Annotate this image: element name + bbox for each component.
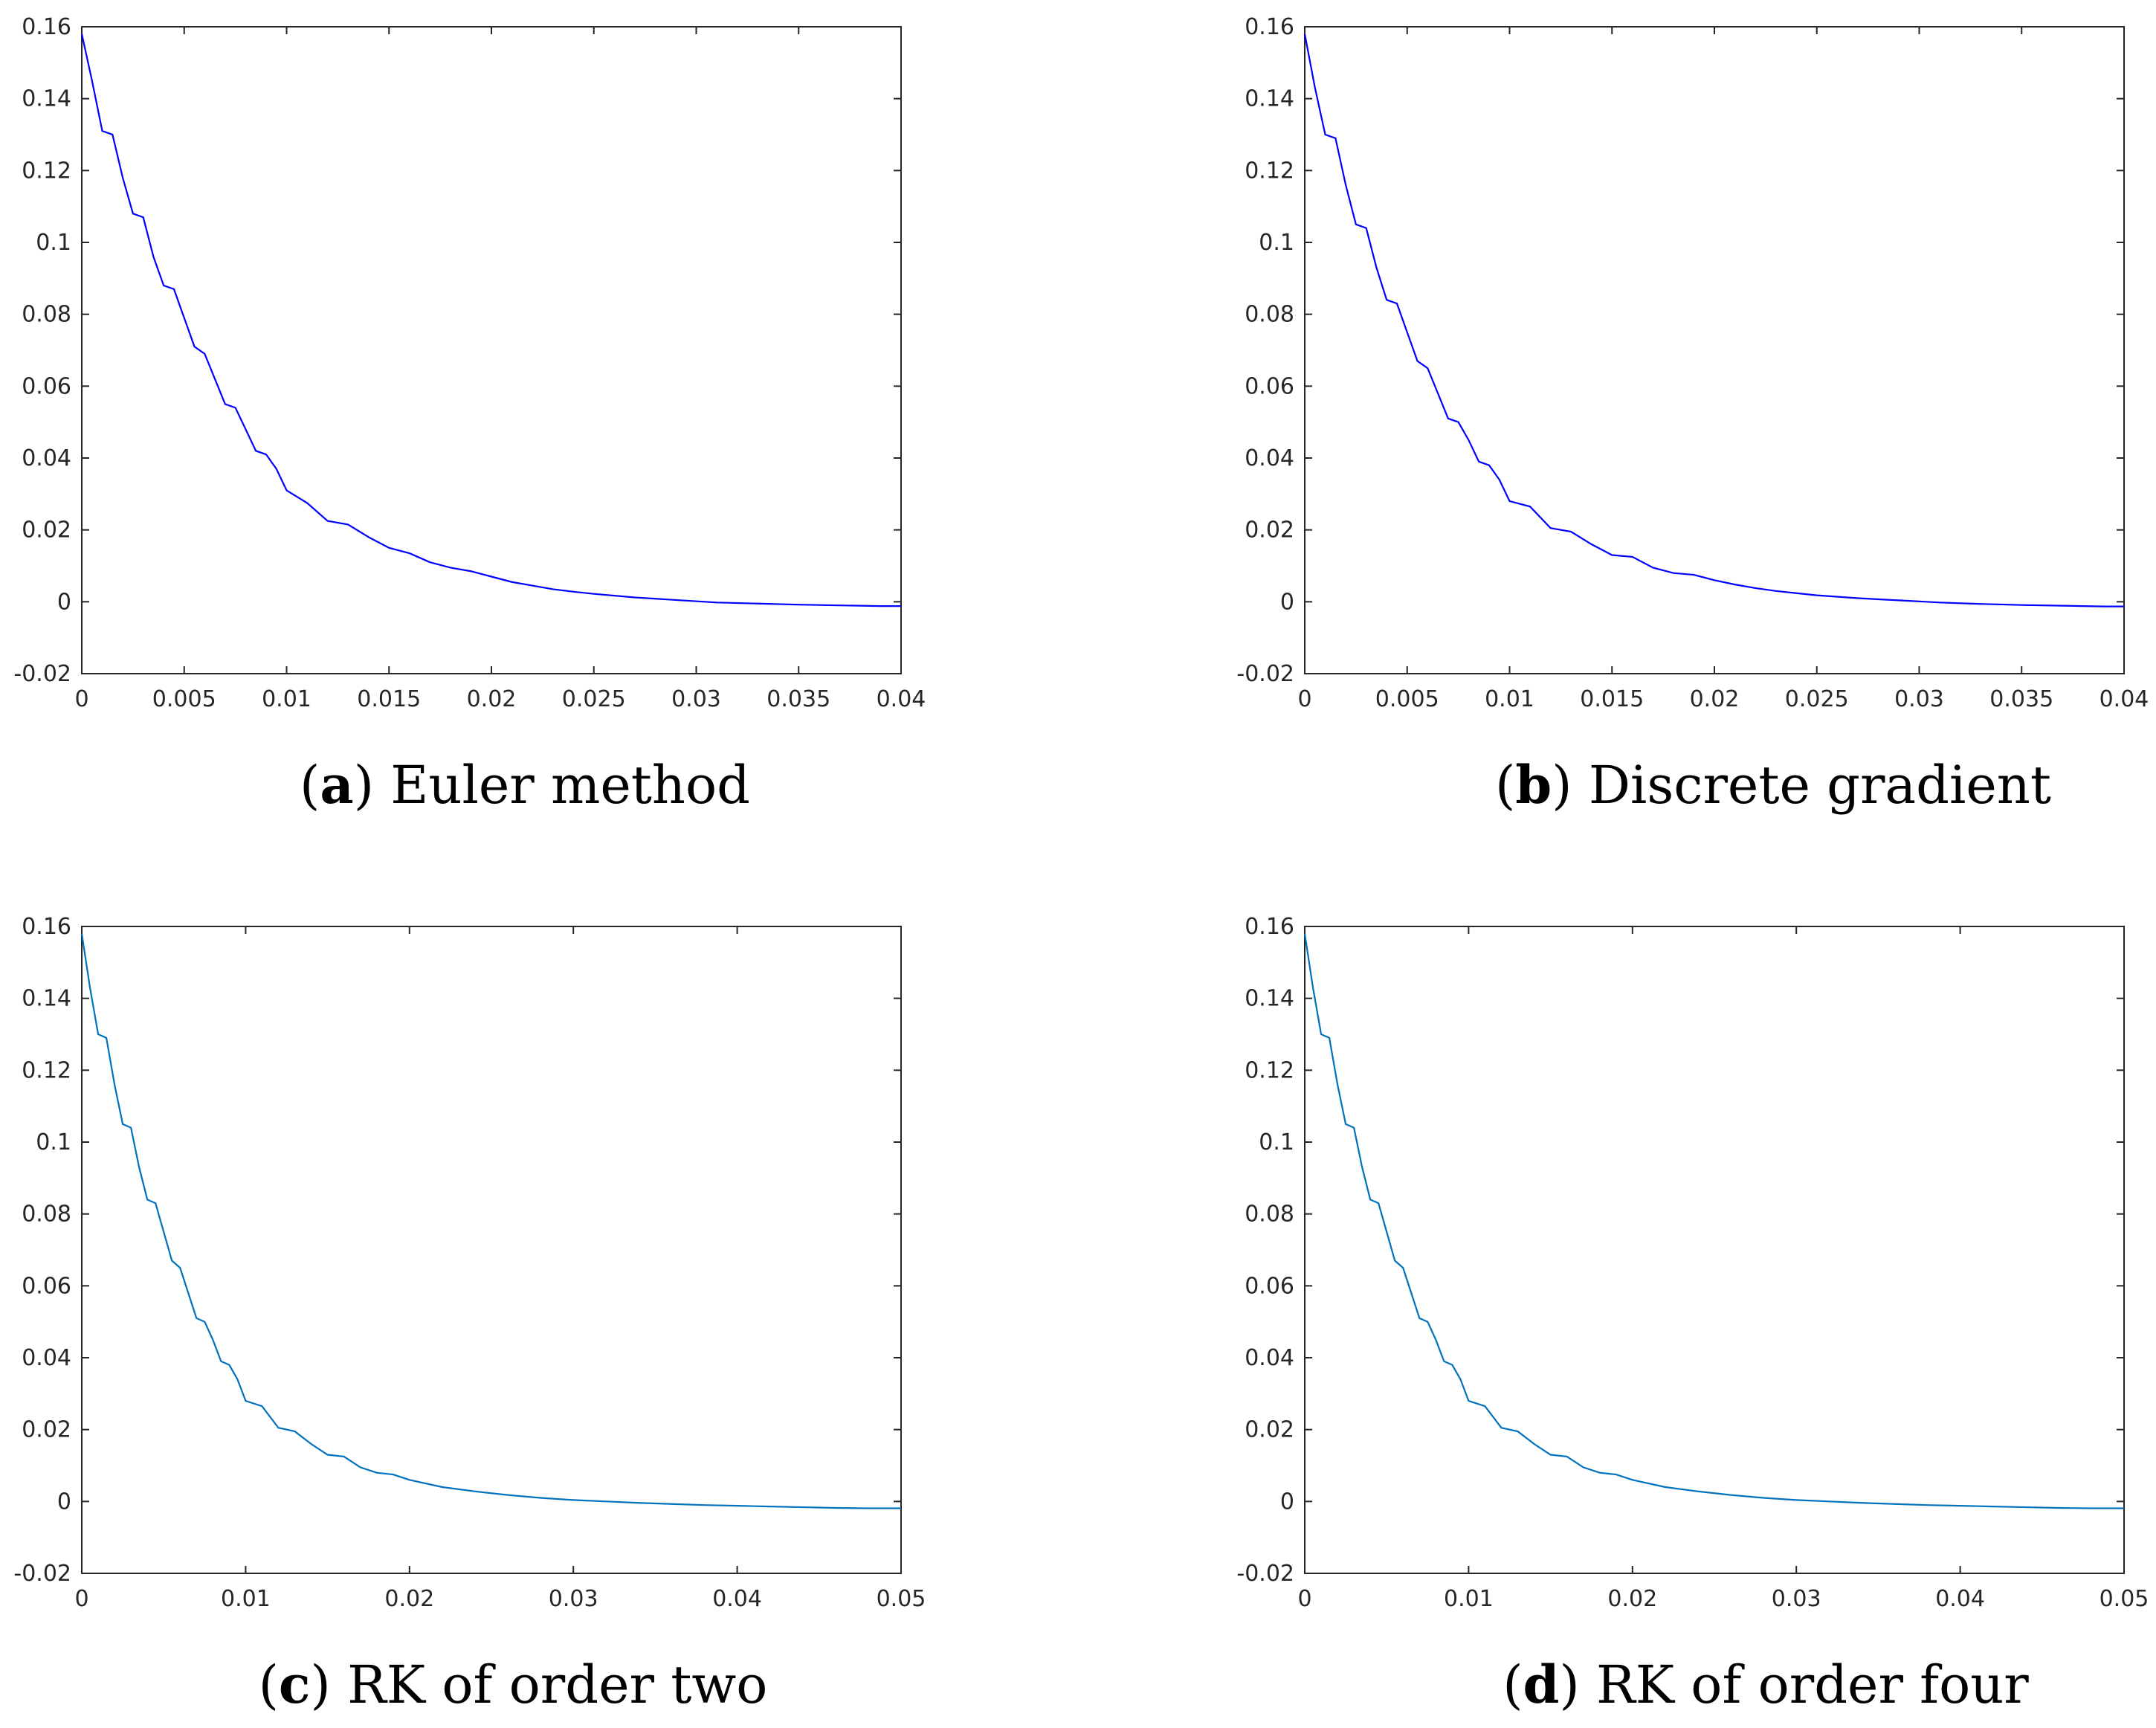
x-tick-label: 0.01 bbox=[221, 1586, 271, 1612]
x-tick-label: 0.005 bbox=[1375, 686, 1439, 712]
panel-caption: (d) RK of order four bbox=[1503, 1654, 2029, 1715]
x-tick-label: 0 bbox=[74, 686, 88, 712]
x-tick-label: 0 bbox=[1297, 1586, 1311, 1612]
x-tick-label: 0.01 bbox=[1444, 1586, 1494, 1612]
plot-frame bbox=[81, 926, 902, 1574]
x-tick-label: 0.02 bbox=[1690, 686, 1740, 712]
y-tick-label: 0.08 bbox=[22, 302, 71, 328]
y-tick-label: 0.08 bbox=[1245, 302, 1294, 328]
y-tick-label: 0.12 bbox=[1245, 158, 1294, 184]
x-tick-label: 0.03 bbox=[1894, 686, 1944, 712]
x-tick-label: 0.05 bbox=[2099, 1586, 2149, 1612]
panel-b: 0 0.005 0.01 0.015 0.02 0.025 0.03 0.035 0.04 -0.… bbox=[1236, 14, 2149, 816]
x-tick-label: 0.04 bbox=[1935, 1586, 1985, 1612]
y-tick-label: 0 bbox=[57, 1489, 71, 1515]
y-tick-label: 0.14 bbox=[22, 986, 71, 1012]
y-tick-label: 0.02 bbox=[22, 518, 71, 544]
y-tick-label: 0.14 bbox=[1245, 986, 1294, 1012]
x-tick-label: 0.005 bbox=[152, 686, 216, 712]
caption-letter: a bbox=[320, 754, 353, 816]
y-tick-label: 0.04 bbox=[22, 1345, 71, 1371]
series-line bbox=[80, 33, 901, 607]
x-tick-label: 0.02 bbox=[384, 1586, 434, 1612]
x-tick-label: 0.01 bbox=[262, 686, 312, 712]
x-tick-label: 0.02 bbox=[467, 686, 517, 712]
y-tick-label: 0.14 bbox=[22, 86, 71, 112]
y-tick-label: 0 bbox=[57, 589, 71, 615]
series-line bbox=[1303, 933, 2124, 1509]
x-tick-label: 0.015 bbox=[357, 686, 421, 712]
y-tick-label: 0.04 bbox=[1245, 445, 1294, 471]
y-tick-label: 0.16 bbox=[1245, 14, 1294, 40]
y-tick-label: -0.02 bbox=[13, 1561, 71, 1587]
panel-d: 0 0.01 0.02 0.03 0.04 0.05-0.0200.020.040.060… bbox=[1236, 914, 2149, 1715]
y-tick-label: 0.1 bbox=[1259, 1129, 1294, 1155]
y-tick-label: 0.02 bbox=[1245, 1417, 1294, 1443]
y-tick-label: 0.06 bbox=[22, 373, 71, 399]
y-tick-label: 0 bbox=[1280, 1489, 1294, 1515]
y-tick-label: 0.14 bbox=[1245, 86, 1294, 112]
x-tick-label: 0.04 bbox=[712, 1586, 762, 1612]
plot-frame bbox=[1304, 926, 2125, 1574]
y-tick-label: 0.08 bbox=[22, 1202, 71, 1228]
y-tick-label: 0.12 bbox=[22, 158, 71, 184]
caption-letter: d bbox=[1523, 1654, 1560, 1715]
x-tick-label: 0 bbox=[1297, 686, 1311, 712]
y-tick-label: 0.1 bbox=[36, 230, 71, 256]
panel-caption: (b) Discrete gradient bbox=[1495, 754, 2051, 816]
y-tick-label: 0.16 bbox=[1245, 914, 1294, 940]
caption-text: RK of order four bbox=[1596, 1654, 2029, 1715]
panel-caption: (c) RK of order two bbox=[259, 1654, 768, 1715]
y-tick-label: 0.06 bbox=[1245, 1273, 1294, 1299]
y-tick-label: 0.16 bbox=[22, 14, 71, 40]
y-tick-label: 0.02 bbox=[22, 1417, 71, 1443]
x-tick-label: 0.05 bbox=[877, 1586, 926, 1612]
y-tick-label: 0.06 bbox=[22, 1273, 71, 1299]
caption-letter: c bbox=[279, 1654, 311, 1715]
y-tick-label: 0.04 bbox=[22, 445, 71, 471]
x-tick-label: 0.03 bbox=[671, 686, 721, 712]
x-tick-label: 0 bbox=[74, 1586, 88, 1612]
y-tick-label: 0.16 bbox=[22, 914, 71, 940]
x-tick-label: 0.04 bbox=[877, 686, 926, 712]
x-tick-label: 0.025 bbox=[562, 686, 626, 712]
plot-frame bbox=[1304, 26, 2125, 674]
x-tick-label: 0.035 bbox=[766, 686, 830, 712]
series-line bbox=[1303, 33, 2124, 607]
caption-letter: b bbox=[1515, 754, 1552, 816]
caption-text: RK of order two bbox=[347, 1654, 767, 1715]
y-tick-label: -0.02 bbox=[13, 661, 71, 687]
x-tick-label: 0.015 bbox=[1580, 686, 1644, 712]
x-tick-label: 0.03 bbox=[1772, 1586, 1821, 1612]
y-tick-label: 0.1 bbox=[36, 1129, 71, 1155]
series-line bbox=[80, 933, 901, 1509]
y-tick-label: 0.12 bbox=[1245, 1057, 1294, 1083]
y-tick-label: 0.02 bbox=[1245, 518, 1294, 544]
x-tick-label: 0.03 bbox=[549, 1586, 598, 1612]
caption-text: Euler method bbox=[390, 755, 750, 816]
y-tick-label: 0.1 bbox=[1259, 230, 1294, 256]
y-tick-label: 0.08 bbox=[1245, 1202, 1294, 1228]
panel-c: 0 0.01 0.02 0.03 0.04 0.05-0.0200.020.040.060… bbox=[13, 914, 926, 1715]
panel-a: 0 0.005 0.01 0.015 0.02 0.025 0.03 0.035 0.04 -0.… bbox=[13, 14, 926, 816]
x-tick-label: 0.02 bbox=[1607, 1586, 1657, 1612]
x-tick-label: 0.035 bbox=[1989, 686, 2053, 712]
y-tick-label: -0.02 bbox=[1236, 661, 1294, 687]
y-tick-label: 0.06 bbox=[1245, 373, 1294, 399]
x-tick-label: 0.025 bbox=[1785, 686, 1849, 712]
y-tick-label: 0 bbox=[1280, 589, 1294, 615]
x-tick-label: 0.01 bbox=[1485, 686, 1534, 712]
x-tick-label: 0.04 bbox=[2099, 686, 2149, 712]
y-tick-label: 0.04 bbox=[1245, 1345, 1294, 1371]
y-tick-label: -0.02 bbox=[1236, 1561, 1294, 1587]
panel-caption: (a) Euler method bbox=[300, 754, 750, 816]
caption-text: Discrete gradient bbox=[1589, 755, 2051, 816]
y-tick-label: 0.12 bbox=[22, 1057, 71, 1083]
